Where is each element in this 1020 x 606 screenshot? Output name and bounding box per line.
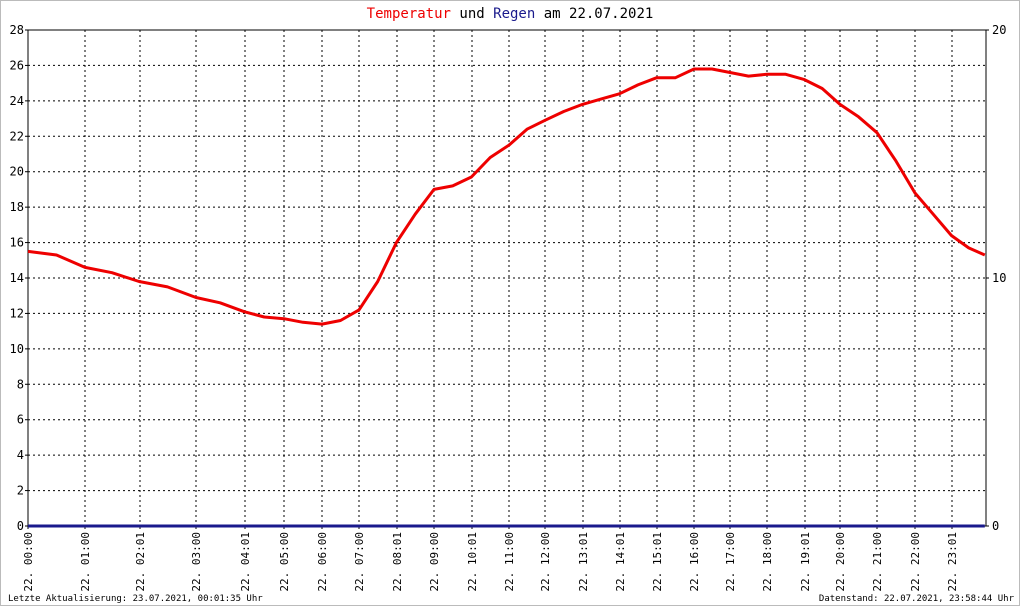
y-tick-label: 28	[10, 23, 24, 37]
x-tick-label: 22. 06:00	[316, 532, 329, 592]
series-line	[27, 67, 986, 326]
x-tick-label: 22. 20:00	[834, 532, 847, 592]
footer-right: Datenstand: 22.07.2021, 23:58:44 Uhr	[819, 594, 1015, 604]
y-tick-label: 24	[10, 94, 24, 108]
x-tick-label: 22. 23:01	[946, 532, 959, 592]
x-tick-label: 22. 21:00	[871, 532, 884, 592]
x-tick-label: 22. 04:01	[239, 532, 252, 592]
x-tick-label: 22. 01:00	[79, 532, 92, 592]
x-tick-label: 22. 11:00	[503, 532, 516, 592]
footer-left: Letzte Aktualisierung: 23.07.2021, 00:01…	[8, 594, 263, 604]
x-tick-label: 22. 08:01	[391, 532, 404, 592]
y2-tick-label: 10	[992, 271, 1006, 285]
x-tick-label: 22. 13:01	[577, 532, 590, 592]
y-tick-label: 12	[10, 306, 24, 320]
x-tick-label: 22. 16:00	[688, 532, 701, 592]
x-tick-label: 22. 00:00	[22, 532, 35, 592]
x-tick-label: 22. 02:01	[134, 532, 147, 592]
y-tick-label: 14	[10, 271, 24, 285]
y2-tick-label: 0	[992, 519, 999, 533]
y-tick-label: 20	[10, 165, 24, 179]
title-suffix: am 22.07.2021	[544, 6, 654, 22]
title-temp: Temperatur	[367, 6, 451, 22]
y-tick-label: 10	[10, 342, 24, 356]
plot-area	[27, 29, 987, 527]
x-tick-label: 22. 03:00	[190, 532, 203, 592]
x-tick-label: 22. 05:00	[278, 532, 291, 592]
chart-title: Temperatur und Regen am 22.07.2021	[367, 6, 654, 22]
title-rain: Regen	[493, 6, 535, 22]
y-tick-label: 6	[17, 413, 24, 427]
title-joiner: und	[459, 6, 484, 22]
x-tick-label: 22. 10:01	[466, 532, 479, 592]
x-tick-label: 22. 18:00	[761, 532, 774, 592]
y-tick-label: 22	[10, 129, 24, 143]
y-tick-label: 18	[10, 200, 24, 214]
y-tick-label: 0	[17, 519, 24, 533]
x-tick-label: 22. 22:00	[909, 532, 922, 592]
y-tick-label: 2	[17, 484, 24, 498]
x-tick-label: 22. 17:00	[724, 532, 737, 592]
x-tick-label: 22. 14:01	[614, 532, 627, 592]
y-tick-label: 26	[10, 58, 24, 72]
y-tick-label: 8	[17, 377, 24, 391]
y2-tick-label: 20	[992, 23, 1006, 37]
y-tick-label: 16	[10, 236, 24, 250]
x-tick-label: 22. 15:01	[651, 532, 664, 592]
x-tick-label: 22. 12:00	[539, 532, 552, 592]
x-tick-label: 22. 19:01	[799, 532, 812, 592]
x-tick-label: 22. 09:00	[428, 532, 441, 592]
y-tick-label: 4	[17, 448, 24, 462]
x-tick-label: 22. 07:00	[353, 532, 366, 592]
